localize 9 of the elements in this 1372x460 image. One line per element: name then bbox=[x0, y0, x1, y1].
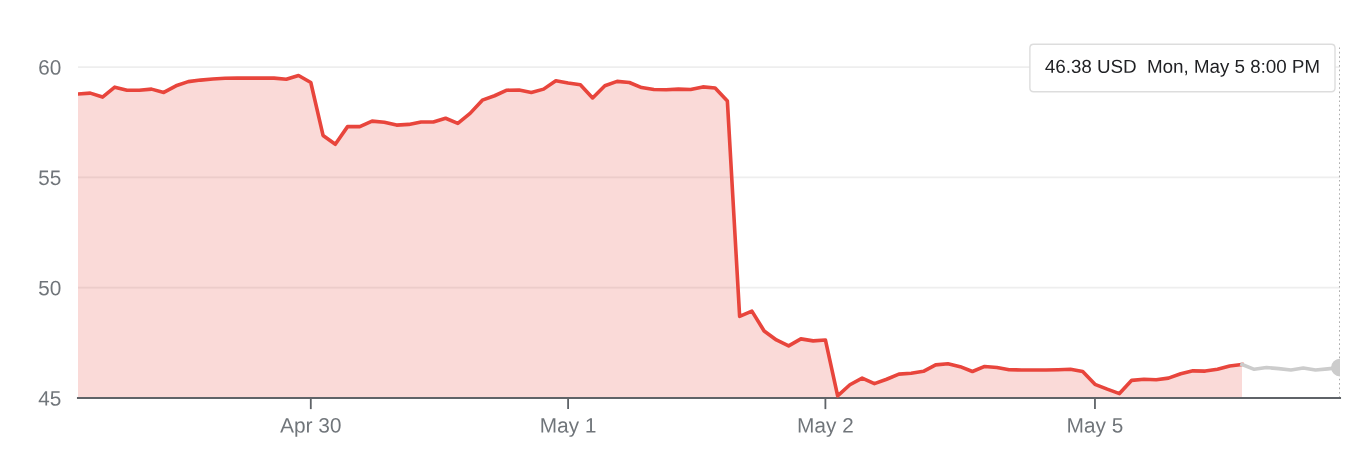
x-tick-label: May 1 bbox=[541, 418, 596, 437]
y-tick-label: 60 bbox=[39, 60, 61, 75]
y-tick-label: 55 bbox=[39, 170, 61, 186]
annotation: 46.38 USD Mon, May 5 8:00 PM bbox=[1045, 59, 1319, 77]
x-tick-label: May 5 bbox=[1068, 418, 1123, 437]
y-tick-label: 50 bbox=[39, 280, 61, 296]
x-tick-label: Apr 30 bbox=[280, 417, 341, 437]
x-tick-label: May 2 bbox=[798, 417, 853, 437]
y-tick-label: 45 bbox=[38, 391, 61, 406]
